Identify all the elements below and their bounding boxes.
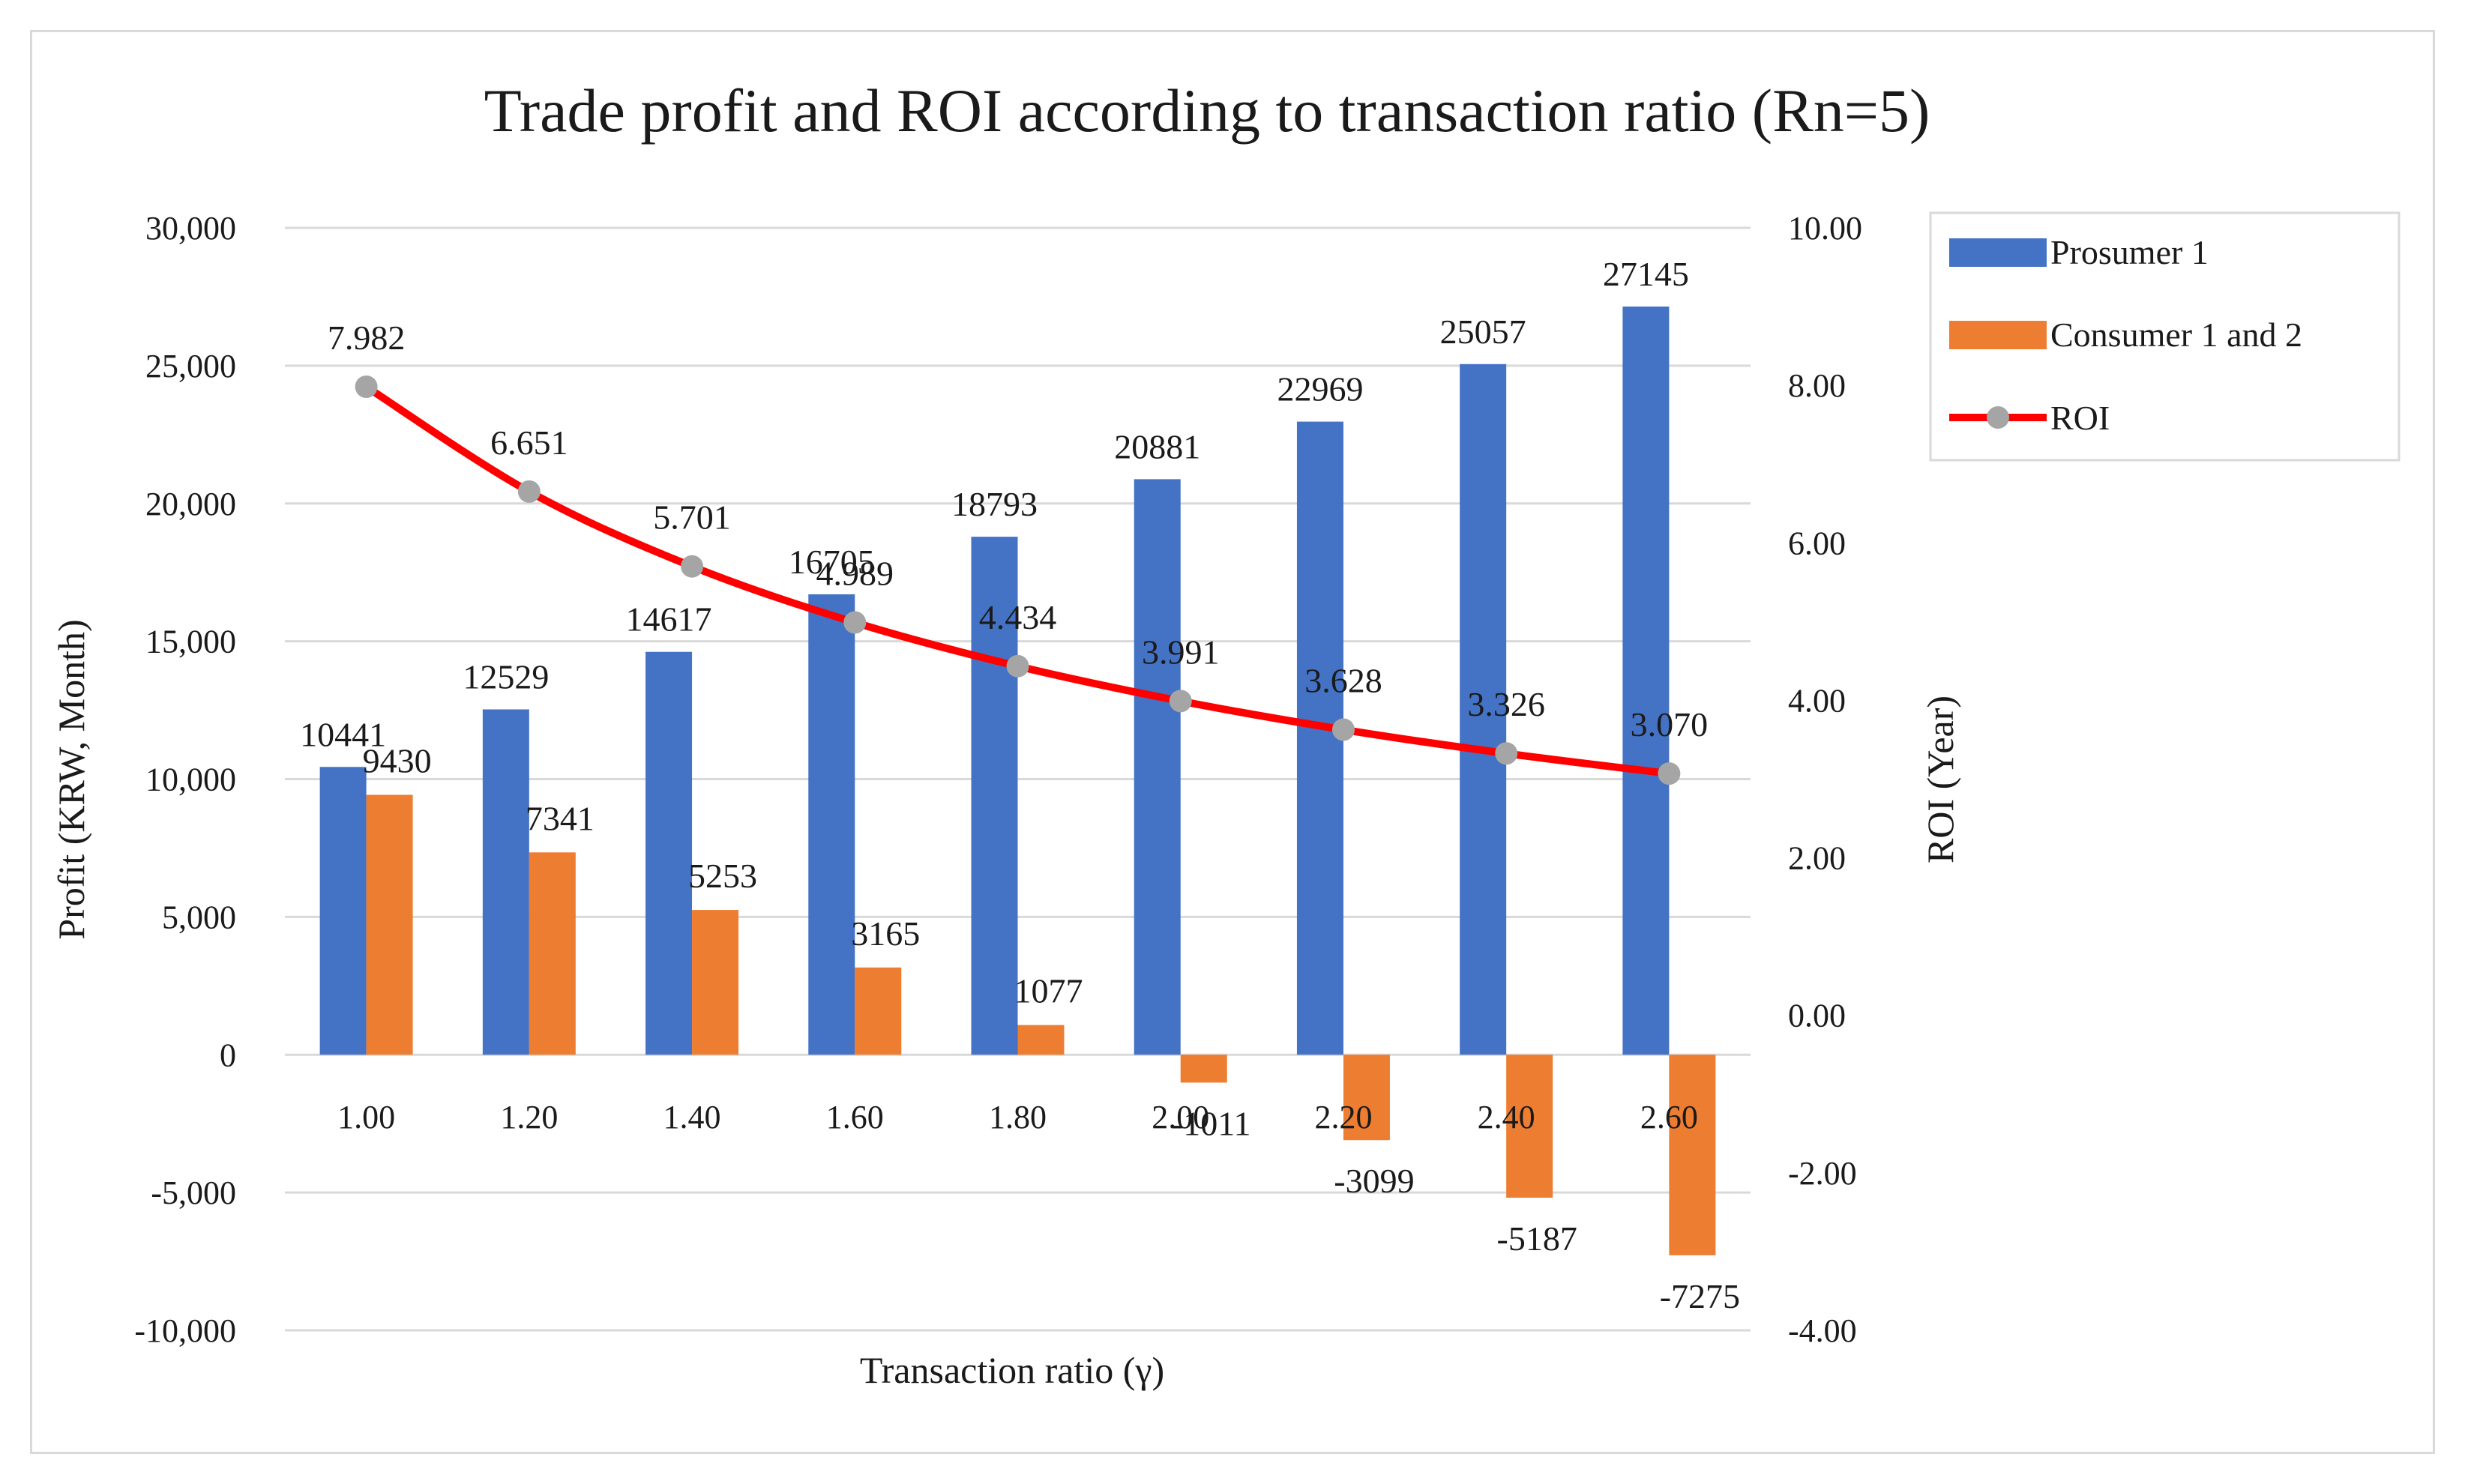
label-consumer: -5187 bbox=[1497, 1219, 1577, 1258]
bar-prosumer bbox=[482, 709, 529, 1055]
legend-label-roi: ROI bbox=[2050, 399, 2110, 437]
y-tick-label: -5,000 bbox=[151, 1174, 236, 1211]
label-prosumer: 14617 bbox=[626, 600, 712, 639]
roi-point bbox=[1006, 654, 1029, 678]
label-prosumer: 18793 bbox=[951, 485, 1038, 523]
label-roi: 7.982 bbox=[328, 319, 406, 357]
label-consumer: 1077 bbox=[1014, 972, 1083, 1010]
x-tick-label: 2.00 bbox=[1152, 1099, 1209, 1135]
bar-prosumer bbox=[1460, 364, 1507, 1055]
label-roi: 5.701 bbox=[653, 498, 731, 537]
bar-prosumer bbox=[971, 537, 1018, 1055]
bar-consumer bbox=[1017, 1025, 1065, 1055]
label-consumer: 7341 bbox=[526, 799, 595, 837]
y-tick-label: 30,000 bbox=[145, 210, 236, 247]
bar-prosumer bbox=[645, 651, 693, 1055]
x-axis-title: Transaction ratio (γ) bbox=[860, 1349, 1164, 1391]
y2-tick-label: 8.00 bbox=[1788, 367, 1846, 404]
bar-prosumer bbox=[319, 767, 367, 1055]
x-tick-label: 1.40 bbox=[663, 1099, 721, 1135]
label-roi: 3.070 bbox=[1631, 705, 1709, 743]
bar-consumer bbox=[1506, 1055, 1553, 1198]
legend: Prosumer 1 Consumer 1 and 2 ROI bbox=[1929, 211, 2401, 462]
bar-prosumer bbox=[1622, 306, 1670, 1055]
y-tick-label: 5,000 bbox=[162, 899, 236, 935]
x-tick-label: 1.00 bbox=[337, 1099, 395, 1135]
right-axis-ticks: -4.00 -2.00 0.00 2.00 4.00 6.00 8.00 10.00 bbox=[1788, 210, 1862, 1349]
legend-swatch-prosumer bbox=[1949, 238, 2047, 267]
bar-consumer bbox=[1343, 1055, 1390, 1141]
x-tick-label: 1.20 bbox=[500, 1099, 558, 1135]
label-consumer: -7275 bbox=[1660, 1277, 1740, 1315]
roi-point bbox=[355, 375, 378, 399]
label-consumer: 9430 bbox=[363, 741, 432, 779]
y2-tick-label: -2.00 bbox=[1788, 1155, 1857, 1192]
y-tick-label: 10,000 bbox=[145, 761, 236, 798]
label-consumer: -1011 bbox=[1172, 1104, 1251, 1142]
legend-marker-roi bbox=[1987, 406, 2009, 429]
label-consumer: 5253 bbox=[688, 857, 757, 895]
x-tick-label: 1.60 bbox=[826, 1099, 884, 1135]
y-tick-label: -10,000 bbox=[134, 1312, 236, 1349]
label-consumer: 3165 bbox=[851, 914, 920, 953]
y2-tick-label: 4.00 bbox=[1788, 682, 1846, 719]
y-tick-label: 0 bbox=[220, 1037, 236, 1073]
y2-tick-label: 6.00 bbox=[1788, 525, 1846, 561]
legend-label-prosumer: Prosumer 1 bbox=[2050, 233, 2209, 271]
legend-swatch-consumer bbox=[1949, 321, 2047, 349]
roi-line-group bbox=[355, 375, 1681, 785]
bar-consumer bbox=[366, 794, 413, 1055]
bar-consumer bbox=[1669, 1055, 1716, 1255]
roi-point bbox=[1331, 718, 1355, 741]
y2-tick-label: 2.00 bbox=[1788, 840, 1846, 877]
category-labels: 1.00 1.20 1.40 1.60 1.80 2.00 2.20 2.40 2.60 bbox=[337, 1099, 1698, 1135]
bar-consumer bbox=[1180, 1055, 1227, 1083]
label-roi: 3.991 bbox=[1142, 633, 1220, 671]
roi-point bbox=[1658, 762, 1681, 785]
y2-tick-label: -4.00 bbox=[1788, 1312, 1857, 1349]
x-tick-label: 2.40 bbox=[1478, 1099, 1535, 1135]
label-prosumer: 10441 bbox=[300, 715, 386, 753]
chart-title: Trade profit and ROI according to transa… bbox=[484, 76, 1930, 145]
roi-point bbox=[681, 555, 704, 578]
label-roi: 6.651 bbox=[490, 423, 568, 462]
x-tick-label: 2.20 bbox=[1314, 1099, 1372, 1135]
roi-point bbox=[1169, 690, 1192, 713]
y2-tick-label: 10.00 bbox=[1788, 210, 1862, 247]
legend-label-consumer: Consumer 1 and 2 bbox=[2050, 316, 2302, 354]
roi-point bbox=[843, 611, 867, 634]
bar-prosumer bbox=[808, 594, 855, 1055]
bar-prosumer bbox=[1296, 421, 1343, 1055]
bar-prosumer bbox=[1134, 479, 1181, 1055]
y2-axis-title: ROI (Year) bbox=[1919, 696, 1961, 863]
y-tick-label: 20,000 bbox=[145, 486, 236, 522]
roi-point bbox=[517, 480, 541, 503]
bar-consumer bbox=[855, 967, 902, 1055]
x-tick-label: 1.80 bbox=[989, 1099, 1047, 1135]
label-prosumer: 16705 bbox=[789, 543, 875, 581]
bar-consumer bbox=[529, 852, 576, 1055]
bar-consumer bbox=[692, 910, 739, 1055]
label-prosumer: 22969 bbox=[1277, 370, 1363, 408]
label-prosumer: 20881 bbox=[1114, 427, 1200, 465]
y-tick-label: 15,000 bbox=[145, 624, 236, 660]
label-roi: 4.989 bbox=[816, 555, 894, 593]
roi-point bbox=[1495, 742, 1518, 765]
y2-tick-label: 0.00 bbox=[1788, 998, 1846, 1034]
label-consumer: -3099 bbox=[1334, 1162, 1414, 1200]
x-tick-label: 2.60 bbox=[1640, 1099, 1698, 1135]
bars bbox=[319, 306, 1716, 1255]
label-prosumer: 27145 bbox=[1603, 255, 1689, 293]
label-prosumer: 25057 bbox=[1440, 313, 1526, 351]
label-roi: 3.628 bbox=[1304, 662, 1382, 700]
y-tick-label: 25,000 bbox=[145, 348, 236, 384]
y-axis-title: Profit (KRW, Month) bbox=[50, 619, 92, 939]
label-prosumer: 12529 bbox=[463, 657, 549, 696]
left-axis-ticks: -10,000 -5,000 0 5,000 10,000 15,000 20,000 25,… bbox=[134, 210, 236, 1349]
label-roi: 4.434 bbox=[979, 598, 1057, 636]
label-roi: 3.326 bbox=[1467, 685, 1545, 723]
